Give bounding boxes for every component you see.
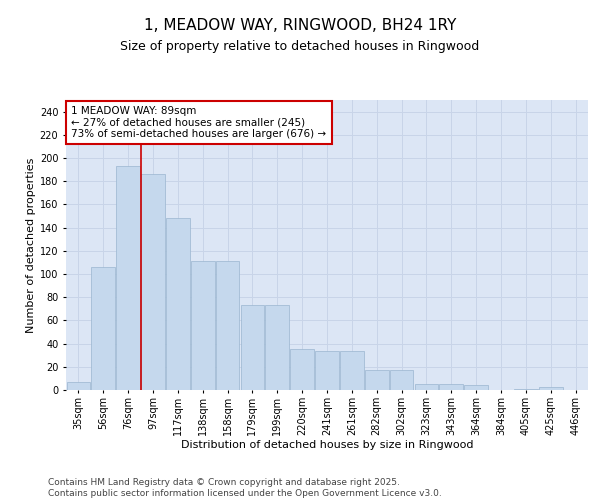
Bar (315, 350, 339, 390)
Bar (116, 166, 140, 390)
Bar (514, 389, 538, 390)
Bar (166, 218, 190, 390)
Bar (340, 350, 364, 390)
Bar (216, 261, 239, 390)
Bar (439, 384, 463, 390)
Y-axis label: Number of detached properties: Number of detached properties (26, 158, 35, 332)
Bar (141, 174, 165, 390)
Text: Size of property relative to detached houses in Ringwood: Size of property relative to detached ho… (121, 40, 479, 53)
Bar (539, 386, 563, 390)
Bar (390, 370, 413, 390)
X-axis label: Distribution of detached houses by size in Ringwood: Distribution of detached houses by size … (181, 440, 473, 450)
Text: 1 MEADOW WAY: 89sqm
← 27% of detached houses are smaller (245)
73% of semi-detac: 1 MEADOW WAY: 89sqm ← 27% of detached ho… (71, 106, 326, 139)
Bar (241, 306, 264, 390)
Bar (290, 350, 314, 390)
Bar (464, 386, 488, 390)
Bar (91, 267, 115, 390)
Text: Contains HM Land Registry data © Crown copyright and database right 2025.
Contai: Contains HM Land Registry data © Crown c… (48, 478, 442, 498)
Bar (365, 370, 389, 390)
Bar (191, 261, 215, 390)
Text: 1, MEADOW WAY, RINGWOOD, BH24 1RY: 1, MEADOW WAY, RINGWOOD, BH24 1RY (144, 18, 456, 32)
Bar (67, 382, 90, 390)
Bar (265, 306, 289, 390)
Bar (415, 384, 438, 390)
